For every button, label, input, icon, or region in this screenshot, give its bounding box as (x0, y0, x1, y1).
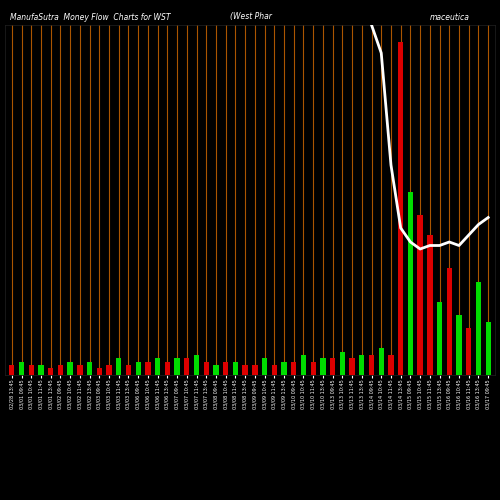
Bar (116, 358, 121, 375)
Bar (446, 268, 452, 375)
Bar (204, 362, 209, 375)
Bar (398, 42, 404, 375)
Bar (126, 365, 131, 375)
Bar (378, 348, 384, 375)
Bar (77, 365, 82, 375)
Bar (214, 365, 218, 375)
Bar (223, 362, 228, 375)
Bar (19, 362, 24, 375)
Bar (466, 328, 471, 375)
Bar (252, 365, 258, 375)
Bar (359, 355, 364, 375)
Bar (476, 282, 481, 375)
Bar (184, 358, 190, 375)
Bar (388, 355, 394, 375)
Bar (330, 358, 336, 375)
Bar (408, 192, 413, 375)
Bar (9, 365, 15, 375)
Bar (418, 215, 423, 375)
Bar (194, 355, 199, 375)
Bar (437, 302, 442, 375)
Bar (350, 358, 355, 375)
Bar (136, 362, 141, 375)
Bar (262, 358, 268, 375)
Bar (48, 368, 54, 375)
Text: ManufaSutra  Money Flow  Charts for WST: ManufaSutra Money Flow Charts for WST (10, 12, 170, 22)
Bar (38, 365, 44, 375)
Bar (28, 365, 34, 375)
Bar (232, 362, 238, 375)
Bar (155, 358, 160, 375)
Bar (291, 362, 296, 375)
Bar (486, 322, 491, 375)
Bar (96, 368, 102, 375)
Text: maceutica: maceutica (430, 12, 470, 22)
Bar (68, 362, 73, 375)
Bar (242, 365, 248, 375)
Bar (320, 358, 326, 375)
Bar (427, 235, 432, 375)
Bar (164, 362, 170, 375)
Bar (301, 355, 306, 375)
Bar (340, 352, 345, 375)
Bar (310, 362, 316, 375)
Bar (106, 365, 112, 375)
Bar (58, 365, 63, 375)
Text: (West Phar: (West Phar (230, 12, 272, 22)
Bar (272, 365, 277, 375)
Bar (456, 315, 462, 375)
Bar (174, 358, 180, 375)
Bar (87, 362, 92, 375)
Bar (282, 362, 286, 375)
Bar (369, 355, 374, 375)
Bar (145, 362, 150, 375)
